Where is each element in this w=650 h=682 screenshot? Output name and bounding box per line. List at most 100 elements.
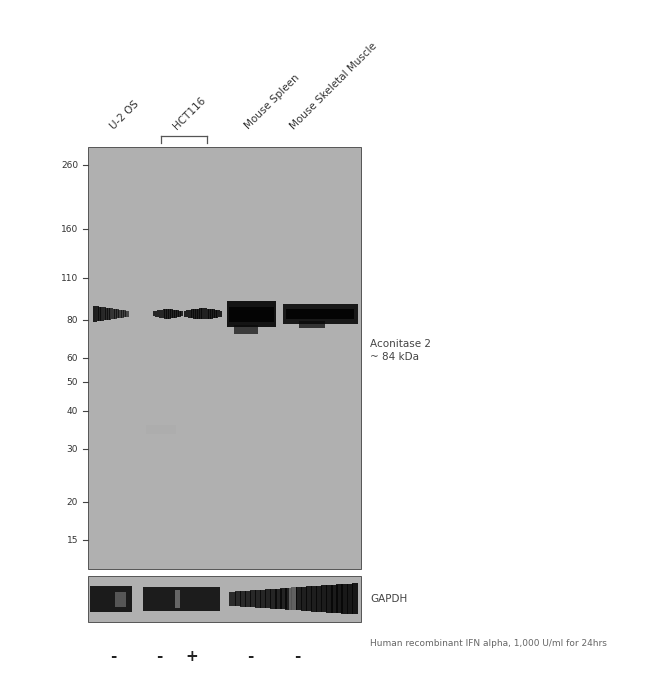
Bar [212,309,214,318]
Text: -: - [294,649,300,664]
Bar [234,325,259,333]
Bar [105,308,108,320]
Bar [276,589,281,609]
Bar [93,306,96,322]
Bar [184,310,187,317]
Text: 80: 80 [66,316,78,325]
Bar [285,588,292,610]
Bar [153,312,155,316]
Bar [114,309,117,318]
Bar [283,303,358,324]
Bar [203,308,205,319]
Text: 20: 20 [66,498,78,507]
Text: -: - [111,649,117,664]
Bar [127,311,129,316]
Bar [143,587,220,611]
Bar [229,592,236,606]
Bar [214,310,216,318]
Bar [90,586,132,612]
Bar [326,585,333,612]
Bar [216,310,218,318]
Text: -: - [247,649,254,664]
Bar [289,586,296,612]
Text: 30: 30 [66,445,78,454]
Bar [211,309,213,318]
Bar [265,589,272,608]
Bar [321,585,328,612]
Bar [341,584,348,614]
Text: HCT116: HCT116 [172,95,208,131]
Bar [255,590,261,608]
Bar [227,301,276,327]
Bar [352,583,358,614]
Bar [299,321,325,328]
Bar [109,308,111,319]
Bar [172,310,175,318]
Bar [190,310,192,318]
Bar [193,309,196,318]
Bar [176,310,179,317]
Bar [218,310,220,318]
Bar [157,310,159,317]
Bar [229,308,274,322]
Bar [220,310,222,317]
Bar [116,310,118,318]
Bar [164,309,167,318]
Bar [103,308,106,321]
Text: Mouse Spleen: Mouse Spleen [243,72,302,131]
Bar [205,308,207,319]
Bar [122,310,124,318]
Bar [311,586,317,612]
Bar [88,576,361,622]
Bar [291,587,297,610]
Bar [102,307,104,321]
Bar [306,587,312,611]
Bar [332,584,338,613]
Text: 260: 260 [61,161,78,170]
Bar [240,591,246,606]
Bar [209,309,211,319]
Text: 60: 60 [66,353,78,363]
Text: 40: 40 [66,406,78,416]
Bar [301,587,307,611]
Text: Mouse Skeletal Muscle: Mouse Skeletal Muscle [289,40,379,131]
Bar [112,309,115,319]
Bar [96,306,99,321]
Bar [100,307,103,321]
Text: GAPDH: GAPDH [370,594,408,604]
Bar [107,308,110,320]
Bar [250,590,256,608]
Bar [346,584,353,614]
Bar [125,311,127,317]
Bar [178,311,181,316]
Bar [98,306,101,321]
Bar [124,310,125,317]
Bar [192,309,194,318]
Bar [296,587,302,610]
Bar [155,311,157,316]
Bar [280,588,287,610]
Bar [201,308,203,319]
Text: ~ 84 kDa: ~ 84 kDa [370,353,419,362]
Bar [161,310,163,318]
Bar [195,309,198,319]
Bar [162,310,165,318]
Bar [188,310,190,318]
Bar [260,589,266,608]
Bar [95,306,97,322]
Bar [244,591,251,607]
Bar [174,310,177,318]
Text: 110: 110 [60,274,78,283]
Text: -: - [156,649,162,664]
Bar [111,308,113,319]
Bar [180,312,183,316]
Bar [170,310,173,318]
Bar [88,147,361,569]
Text: Aconitase 2: Aconitase 2 [370,340,432,349]
Text: Human recombinant IFN alpha, 1,000 U/ml for 24hrs: Human recombinant IFN alpha, 1,000 U/ml … [370,639,607,649]
Text: U-2 OS: U-2 OS [109,98,141,131]
Text: +: + [185,649,198,664]
Bar [159,310,161,318]
Bar [207,308,209,319]
Bar [337,584,343,613]
